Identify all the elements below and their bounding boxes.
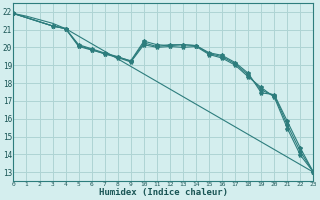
X-axis label: Humidex (Indice chaleur): Humidex (Indice chaleur) (99, 188, 228, 197)
